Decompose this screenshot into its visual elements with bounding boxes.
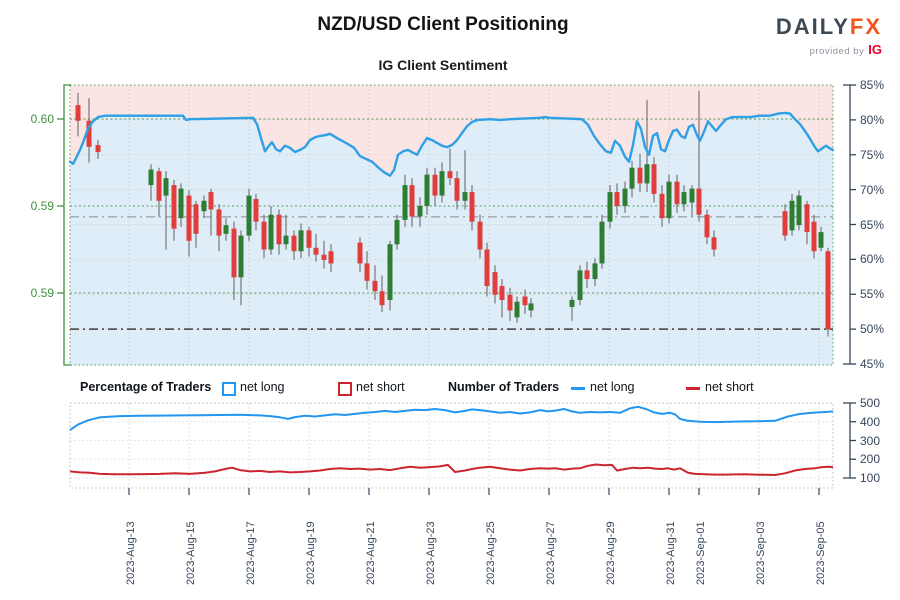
date-axis-label: 2023-Aug-13 — [125, 521, 137, 585]
date-axis-label: 2023-Aug-17 — [245, 521, 257, 585]
date-axis-label: 2023-Sep-03 — [755, 521, 767, 585]
legend-pct-net-short-label: net short — [356, 380, 405, 394]
legend-num-net-long-label: net long — [590, 380, 635, 394]
date-axis-label: 2023-Aug-31 — [665, 521, 677, 585]
pct-axis-tick-label: 80% — [860, 112, 885, 127]
sentiment-net-long-line — [68, 111, 835, 177]
pct-axis-tick-label: 65% — [860, 217, 885, 232]
net-short-swatch-icon — [338, 382, 352, 396]
dailyfx-logo: DAILYFX provided by IG — [776, 16, 882, 57]
date-axis-label: 2023-Sep-05 — [815, 521, 827, 585]
main-plot-border — [69, 84, 834, 366]
date-axis-label: 2023-Aug-25 — [485, 521, 497, 585]
traders-plot-border — [69, 402, 834, 489]
net-long-count-line — [69, 405, 834, 431]
candlesticks — [75, 91, 831, 337]
pct-axis-tick-label: 60% — [860, 252, 885, 267]
date-axis-label: 2023-Sep-01 — [695, 521, 707, 585]
date-axis-label: 2023-Aug-23 — [425, 521, 437, 585]
price-axis-tick-label: 0.59 — [30, 286, 54, 300]
date-axis-label: 2023-Aug-29 — [605, 521, 617, 585]
legend-num-net-short-label: net short — [705, 380, 754, 394]
date-axis-label: 2023-Aug-15 — [185, 521, 197, 585]
traders-axis-tick-label: 200 — [860, 452, 881, 467]
axes — [57, 84, 856, 495]
chart-subtitle: IG Client Sentiment — [378, 57, 508, 73]
logo-provided-by-text: provided by — [809, 46, 865, 57]
date-axis-label: 2023-Aug-27 — [545, 521, 557, 585]
pct-axis-tick-label: 45% — [860, 357, 885, 371]
pct-axis-tick-label: 85% — [860, 78, 885, 92]
legend-percentage-of-traders-label: Percentage of Traders — [80, 380, 212, 394]
net-long-line-icon — [571, 387, 585, 390]
pct-axis-tick-label: 55% — [860, 287, 885, 302]
logo-ig-text: IG — [868, 42, 882, 57]
date-axis-label: 2023-Aug-19 — [305, 521, 317, 585]
date-axis-label: 2023-Aug-21 — [365, 521, 377, 585]
price-axis-tick-label: 0.60 — [30, 112, 54, 126]
net-long-swatch-icon — [222, 382, 236, 396]
pct-axis-tick-label: 75% — [860, 147, 885, 162]
traders-axis-tick-label: 500 — [860, 396, 881, 410]
logo-daily-text: DAILY — [775, 14, 850, 39]
pct-axis-tick-label: 70% — [860, 182, 885, 197]
logo-fx-text: FX — [849, 14, 882, 39]
pct-axis-tick-label: 50% — [860, 322, 885, 337]
traders-axis-tick-label: 300 — [860, 433, 881, 448]
legend-number-of-traders-label: Number of Traders — [448, 380, 560, 394]
net-short-count-line — [69, 463, 834, 476]
page-title: NZD/USD Client Positioning — [317, 14, 569, 35]
traders-axis-tick-label: 400 — [860, 414, 881, 429]
price-axis-tick-label: 0.59 — [30, 199, 54, 213]
net-short-line-icon — [686, 387, 700, 390]
legend-pct-net-long-label: net long — [240, 380, 285, 394]
traders-axis-tick-label: 100 — [860, 471, 881, 485]
